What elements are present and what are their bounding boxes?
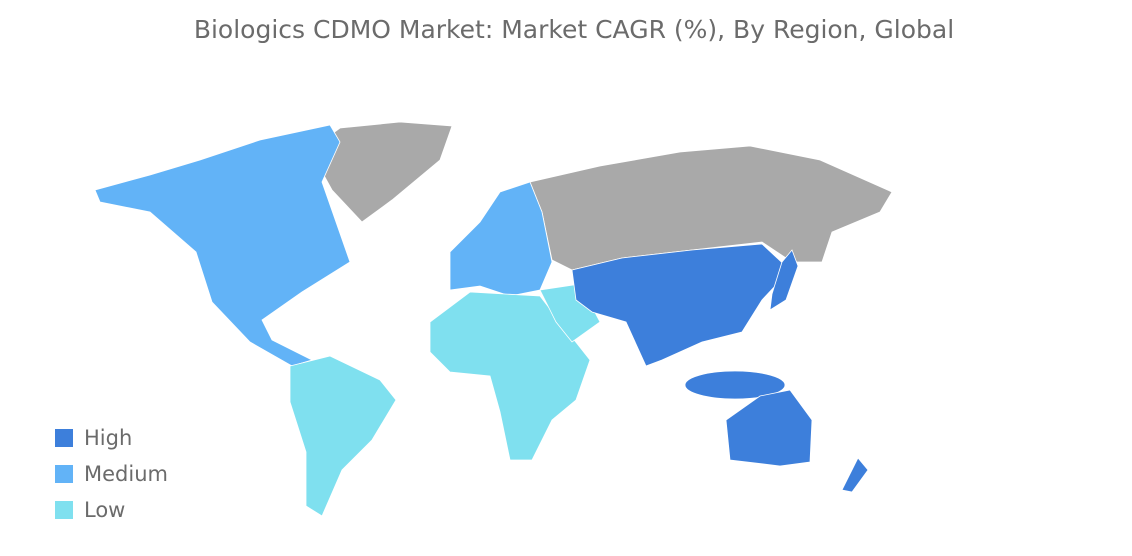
- south-america: [289, 355, 397, 517]
- europe: [449, 181, 553, 297]
- japan: [769, 249, 799, 311]
- legend-label: Low: [84, 498, 125, 522]
- legend-label: Medium: [84, 462, 168, 486]
- new-zealand: [841, 457, 869, 493]
- africa: [429, 291, 591, 461]
- chart-title: Biologics CDMO Market: Market CAGR (%), …: [194, 15, 954, 44]
- north-america: [94, 124, 351, 367]
- legend: High Medium Low: [55, 426, 168, 522]
- russia: [529, 145, 893, 271]
- legend-swatch: [55, 429, 73, 447]
- southeast-asia-islands: [684, 370, 786, 400]
- greenland: [309, 121, 453, 223]
- legend-swatch: [55, 501, 73, 519]
- legend-swatch: [55, 465, 73, 483]
- legend-label: High: [84, 426, 132, 450]
- australia: [725, 389, 813, 467]
- asia: [571, 243, 791, 367]
- map: [94, 121, 893, 517]
